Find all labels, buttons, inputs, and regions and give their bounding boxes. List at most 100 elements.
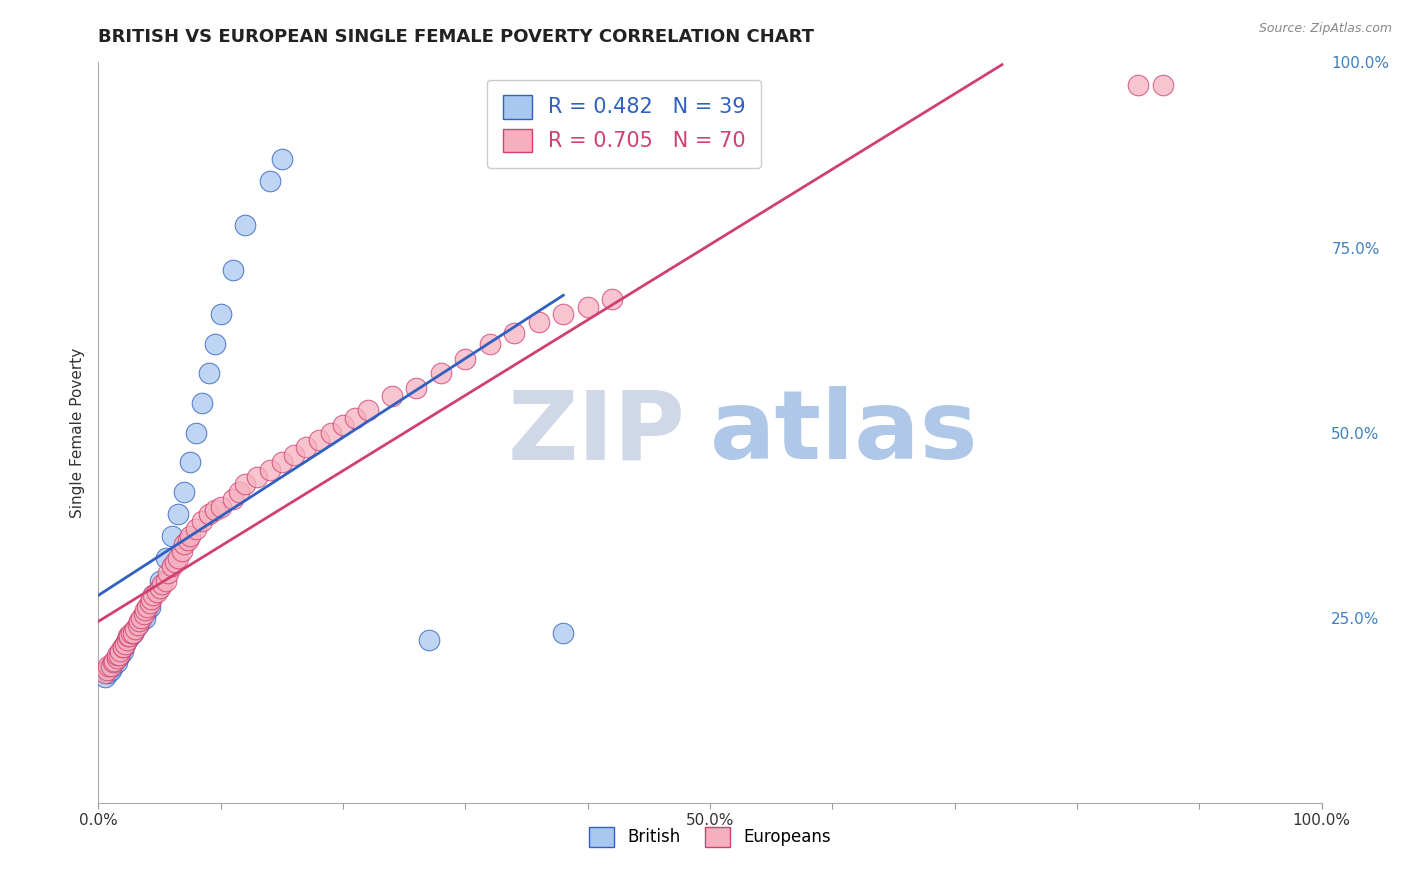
Point bbox=[155, 574, 177, 588]
Point bbox=[134, 610, 156, 624]
Point bbox=[118, 629, 141, 643]
Point bbox=[97, 658, 120, 673]
Point bbox=[222, 492, 245, 507]
Point bbox=[117, 629, 139, 643]
Point bbox=[170, 544, 193, 558]
Point bbox=[209, 307, 232, 321]
Legend: British, Europeans: British, Europeans bbox=[582, 820, 838, 854]
Point bbox=[146, 584, 169, 599]
Point bbox=[177, 533, 200, 547]
Point bbox=[204, 336, 226, 351]
Point bbox=[114, 637, 136, 651]
Point bbox=[228, 484, 250, 499]
Point bbox=[127, 618, 149, 632]
Point bbox=[197, 367, 219, 381]
Point bbox=[134, 603, 156, 617]
Point bbox=[100, 658, 122, 673]
Point bbox=[173, 484, 195, 499]
Point bbox=[110, 644, 132, 658]
Point bbox=[576, 300, 599, 314]
Point bbox=[93, 666, 115, 681]
Point bbox=[405, 381, 427, 395]
Point bbox=[381, 388, 404, 402]
Point bbox=[1128, 78, 1150, 92]
Point bbox=[332, 418, 354, 433]
Point bbox=[418, 632, 440, 647]
Point bbox=[105, 651, 128, 665]
Point bbox=[179, 455, 201, 469]
Point bbox=[129, 615, 152, 629]
Point bbox=[503, 326, 526, 340]
Point bbox=[105, 648, 128, 662]
Point bbox=[283, 448, 305, 462]
Text: BRITISH VS EUROPEAN SINGLE FEMALE POVERTY CORRELATION CHART: BRITISH VS EUROPEAN SINGLE FEMALE POVERT… bbox=[98, 28, 814, 45]
Point bbox=[259, 462, 281, 476]
Point bbox=[149, 581, 172, 595]
Y-axis label: Single Female Poverty: Single Female Poverty bbox=[69, 348, 84, 517]
Point bbox=[478, 336, 501, 351]
Point bbox=[173, 536, 195, 550]
Point bbox=[120, 629, 142, 643]
Point bbox=[139, 599, 162, 614]
Point bbox=[136, 603, 159, 617]
Point bbox=[121, 625, 143, 640]
Point bbox=[308, 433, 330, 447]
Point bbox=[132, 607, 155, 621]
Point bbox=[167, 507, 190, 521]
Point bbox=[120, 625, 142, 640]
Point bbox=[103, 654, 125, 668]
Point bbox=[160, 558, 183, 573]
Point bbox=[142, 589, 165, 603]
Point bbox=[97, 666, 120, 681]
Point bbox=[165, 555, 187, 569]
Point bbox=[149, 574, 172, 588]
Point bbox=[110, 648, 132, 662]
Point bbox=[93, 670, 115, 684]
Point bbox=[111, 640, 134, 655]
Point bbox=[167, 551, 190, 566]
Point bbox=[454, 351, 477, 366]
Point bbox=[128, 615, 150, 629]
Point bbox=[270, 455, 294, 469]
Point bbox=[105, 651, 128, 665]
Point bbox=[191, 396, 214, 410]
Point bbox=[118, 629, 141, 643]
Point bbox=[160, 529, 183, 543]
Text: atlas: atlas bbox=[710, 386, 979, 479]
Point bbox=[222, 262, 245, 277]
Point bbox=[139, 596, 162, 610]
Point bbox=[111, 644, 134, 658]
Point bbox=[246, 470, 269, 484]
Point bbox=[155, 551, 177, 566]
Point bbox=[319, 425, 342, 440]
Point bbox=[259, 174, 281, 188]
Point bbox=[111, 640, 134, 655]
Point bbox=[111, 640, 134, 655]
Point bbox=[121, 625, 143, 640]
Text: ZIP: ZIP bbox=[508, 386, 686, 479]
Point bbox=[186, 425, 208, 440]
Point bbox=[430, 367, 453, 381]
Point bbox=[136, 599, 159, 614]
Point bbox=[295, 441, 318, 455]
Point bbox=[233, 219, 256, 233]
Point bbox=[356, 403, 378, 417]
Point bbox=[101, 655, 124, 669]
Point bbox=[1152, 78, 1174, 92]
Point bbox=[127, 618, 149, 632]
Point bbox=[101, 658, 124, 673]
Point bbox=[105, 655, 128, 669]
Point bbox=[96, 663, 118, 677]
Point bbox=[139, 592, 162, 607]
Point bbox=[179, 529, 201, 543]
Point bbox=[600, 293, 623, 307]
Point bbox=[344, 410, 367, 425]
Point bbox=[209, 500, 232, 514]
Point bbox=[115, 632, 138, 647]
Point bbox=[157, 566, 180, 581]
Point bbox=[197, 507, 219, 521]
Point bbox=[233, 477, 256, 491]
Text: Source: ZipAtlas.com: Source: ZipAtlas.com bbox=[1258, 22, 1392, 36]
Point bbox=[129, 610, 152, 624]
Point bbox=[204, 503, 226, 517]
